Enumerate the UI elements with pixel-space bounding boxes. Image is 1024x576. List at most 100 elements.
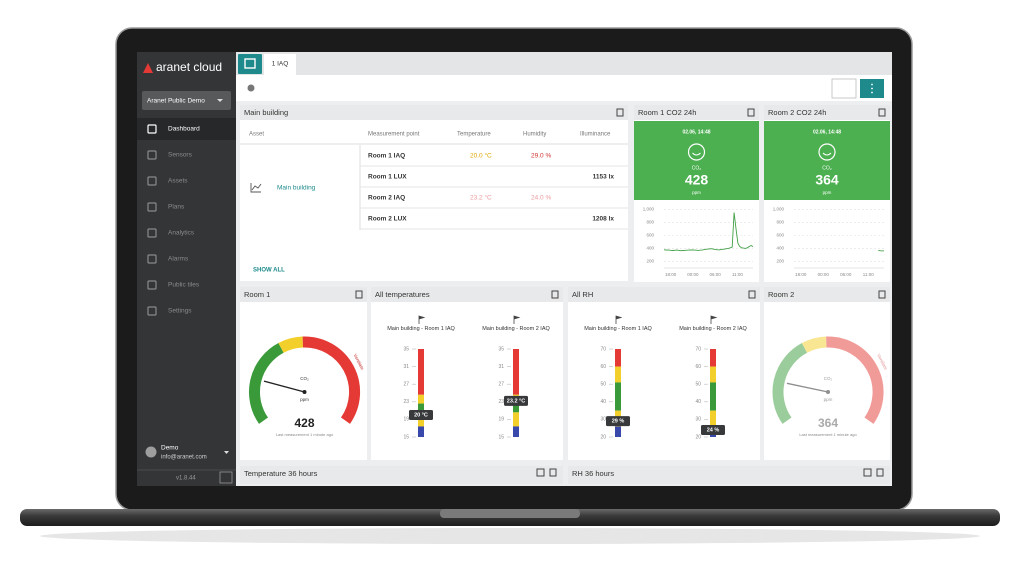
- tab-label[interactable]: 1 IAQ: [272, 61, 289, 68]
- tile-title: All temperatures: [375, 290, 430, 299]
- menu-icon: [147, 280, 157, 290]
- chart-icon: [250, 183, 262, 193]
- menu-active[interactable]: [137, 118, 236, 140]
- menu-icon: [147, 176, 157, 186]
- copy-icon[interactable]: [748, 290, 756, 299]
- tick-label: 19: [403, 417, 409, 423]
- unit: ppm: [300, 397, 309, 402]
- value-label: 20 °C: [414, 412, 428, 418]
- y-tick-label: 600: [776, 233, 784, 238]
- menu-item[interactable]: Analytics: [168, 230, 195, 237]
- sensor-name: Main building - Room 2 IAQ: [482, 326, 550, 332]
- y-tick-label: 400: [646, 246, 654, 251]
- tile-header: [568, 287, 760, 302]
- unit: ppm: [824, 397, 833, 402]
- dot: [871, 87, 873, 90]
- copy-icon[interactable]: [878, 290, 886, 299]
- value-badge: [409, 410, 433, 420]
- collapse-button[interactable]: [219, 471, 233, 484]
- menu-item[interactable]: Dashboard: [168, 126, 200, 133]
- tick-label: 15: [498, 434, 504, 440]
- tab[interactable]: [264, 54, 296, 75]
- measure: CO₂: [822, 165, 832, 171]
- fullscreen-button[interactable]: [831, 78, 857, 99]
- gauge-zone: [801, 336, 827, 353]
- unit: ppm: [823, 190, 832, 195]
- toolbar: [236, 75, 892, 101]
- column-header: Measurement point: [368, 132, 420, 138]
- user-name[interactable]: Demo: [161, 445, 179, 452]
- tick-label: 27: [498, 382, 504, 388]
- y-tick-label: 1,000: [773, 206, 785, 211]
- scale-band: [710, 382, 716, 411]
- sensor-name-box: Main building - Room 2 IAQ: [679, 326, 747, 332]
- x-tick-label: 18:00: [795, 272, 807, 277]
- scale-band: [513, 349, 519, 395]
- tick-label: 60: [600, 364, 606, 370]
- smiley: [687, 143, 706, 161]
- flag-icon: [615, 315, 623, 324]
- tick-label: 30: [600, 417, 606, 423]
- illuminance: 1208 lx: [592, 216, 614, 223]
- gauge-zone: [772, 343, 808, 424]
- copy-icon[interactable]: [549, 468, 557, 477]
- sidebar: [137, 52, 236, 486]
- menu-item[interactable]: Plans: [168, 204, 185, 211]
- dot: [871, 83, 873, 86]
- menu-item[interactable]: Settings: [168, 308, 192, 315]
- copy-icon[interactable]: [747, 108, 755, 117]
- co2-value: 428: [685, 172, 709, 188]
- tick-label: 40: [600, 399, 606, 405]
- measurement-point: Room 1 IAQ: [368, 153, 405, 160]
- calendar-icon[interactable]: [863, 468, 872, 477]
- copy-icon[interactable]: [876, 468, 884, 477]
- dashboards-button[interactable]: [238, 54, 262, 74]
- info-icon[interactable]: [247, 84, 255, 92]
- scale-band: [710, 349, 716, 367]
- tick-label: 50: [695, 382, 701, 388]
- menu-icon: [147, 254, 157, 264]
- tick-label: 27: [403, 382, 409, 388]
- tile-title: Room 1: [244, 290, 270, 299]
- menu-item[interactable]: Sensors: [168, 152, 193, 159]
- copy-icon[interactable]: [616, 108, 624, 117]
- menu-item[interactable]: Assets: [168, 178, 188, 185]
- scale-band: [710, 410, 716, 427]
- logo: aranet cloud: [156, 60, 222, 74]
- measure: CO₂: [692, 165, 702, 171]
- menu-icon: [147, 306, 157, 316]
- flag-icon: [513, 315, 521, 324]
- gauge-zone: [278, 336, 304, 353]
- menu-item[interactable]: Public tiles: [168, 282, 200, 289]
- value-badge: [606, 416, 630, 427]
- measure: CO₂: [824, 376, 833, 381]
- illuminance: 1153 lx: [593, 174, 615, 181]
- measure: CO₂: [300, 376, 309, 381]
- tile-header: [371, 287, 563, 302]
- y-tick-label: 400: [776, 246, 784, 251]
- copy-icon[interactable]: [355, 290, 363, 299]
- caret: [224, 451, 229, 454]
- caret: [217, 99, 223, 102]
- workspace-select[interactable]: [142, 91, 231, 110]
- scale-band: [513, 403, 519, 413]
- copy-icon[interactable]: [551, 290, 559, 299]
- column-header: Humidity: [523, 132, 546, 138]
- workspace-name[interactable]: Aranet Public Demo: [147, 98, 205, 105]
- x-tick-label: 11:00: [863, 272, 874, 277]
- tile: [568, 287, 760, 460]
- calendar-icon[interactable]: [536, 468, 545, 477]
- smile: [692, 152, 701, 156]
- sensor-name-box: Main building - Room 2 IAQ: [482, 326, 550, 332]
- menu-item[interactable]: Alarms: [168, 256, 189, 263]
- asset-link[interactable]: Main building: [277, 185, 316, 192]
- show-all[interactable]: SHOW ALL: [253, 268, 285, 274]
- x-tick-label: 00:00: [818, 272, 830, 277]
- y-tick-label: 600: [646, 233, 654, 238]
- x-tick-label: 06:00: [710, 272, 722, 277]
- user-email: info@aranet.com: [161, 455, 207, 461]
- copy-icon[interactable]: [878, 108, 886, 117]
